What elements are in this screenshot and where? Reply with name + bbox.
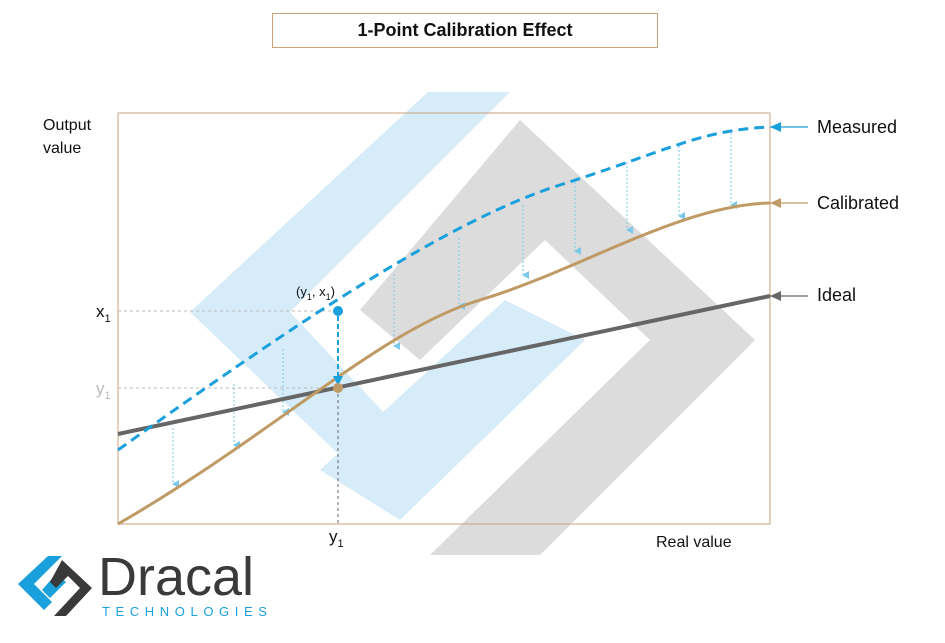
ideal-legend-arrowhead [770, 291, 781, 301]
calibrated-point [333, 383, 343, 393]
measured-curve [117, 125, 771, 452]
measured-legend-arrowhead [770, 122, 781, 132]
calibrated-curve [117, 201, 771, 526]
y-axis-label-line1: Output [43, 117, 92, 134]
diagram-title: 1-Point Calibration Effect [357, 20, 573, 40]
y1-left-tick-label: y1 [96, 379, 111, 402]
legend-measured: Measured [817, 117, 897, 137]
ideal-line [117, 294, 771, 436]
measured-point [333, 306, 343, 316]
watermark-blue-right [320, 300, 585, 520]
calibration-shift-arrowhead [333, 376, 343, 386]
correction-arrows [172, 133, 737, 488]
x-axis-label: Real value [656, 534, 732, 551]
dracal-logo: Dracal TECHNOLOGIES [16, 547, 276, 622]
legend-ideal: Ideal [817, 285, 856, 305]
watermark [190, 92, 755, 555]
point-label: (y1, x1) [296, 284, 335, 302]
calibrated-legend-arrowhead [770, 198, 781, 208]
legend-calibrated: Calibrated [817, 193, 899, 213]
logo-wordmark: Dracal [98, 547, 255, 607]
dracal-logo-icon [18, 556, 92, 616]
watermark-blue-left [190, 92, 510, 470]
y1-bottom-tick-label: y1 [329, 527, 344, 550]
title-box: 1-Point Calibration Effect [272, 13, 658, 48]
y-axis-label-line2: value [43, 140, 81, 157]
plot-frame [117, 112, 771, 525]
x1-tick-label: x1 [96, 302, 111, 325]
logo-subtitle: TECHNOLOGIES [102, 604, 273, 619]
